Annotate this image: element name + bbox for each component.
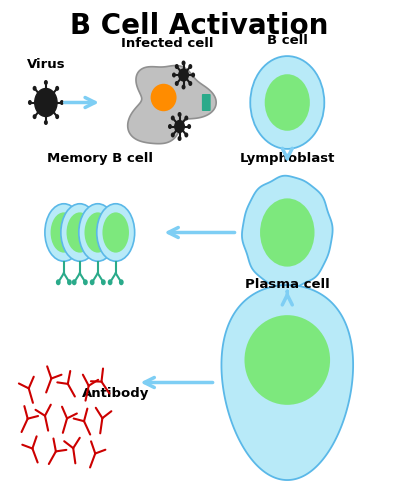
Circle shape bbox=[188, 64, 192, 69]
Ellipse shape bbox=[85, 212, 111, 252]
Circle shape bbox=[33, 114, 37, 119]
Circle shape bbox=[171, 132, 175, 138]
Text: Antibody: Antibody bbox=[82, 387, 149, 400]
Ellipse shape bbox=[97, 204, 135, 261]
Circle shape bbox=[178, 112, 182, 117]
Circle shape bbox=[56, 279, 61, 285]
Circle shape bbox=[44, 80, 48, 85]
Circle shape bbox=[44, 120, 48, 125]
Text: Memory B cell: Memory B cell bbox=[47, 152, 153, 165]
Polygon shape bbox=[221, 285, 353, 480]
Circle shape bbox=[33, 86, 37, 91]
Polygon shape bbox=[128, 66, 216, 144]
Ellipse shape bbox=[45, 204, 83, 261]
Circle shape bbox=[168, 124, 172, 129]
Circle shape bbox=[184, 116, 188, 120]
Ellipse shape bbox=[260, 198, 314, 266]
Circle shape bbox=[60, 100, 64, 105]
Circle shape bbox=[188, 81, 192, 86]
Text: Lymphoblast: Lymphoblast bbox=[239, 152, 335, 165]
Circle shape bbox=[187, 124, 191, 129]
Circle shape bbox=[28, 100, 32, 105]
Text: Infected cell: Infected cell bbox=[121, 37, 214, 50]
Ellipse shape bbox=[250, 56, 324, 149]
Circle shape bbox=[172, 72, 176, 78]
Ellipse shape bbox=[103, 212, 129, 252]
Circle shape bbox=[55, 86, 59, 91]
Circle shape bbox=[182, 84, 186, 89]
Circle shape bbox=[178, 136, 182, 141]
Text: Virus: Virus bbox=[27, 58, 65, 71]
Circle shape bbox=[55, 114, 59, 119]
Text: B Cell Activation: B Cell Activation bbox=[70, 12, 329, 40]
Ellipse shape bbox=[67, 212, 93, 252]
Circle shape bbox=[119, 279, 124, 285]
Ellipse shape bbox=[79, 204, 117, 261]
Polygon shape bbox=[242, 176, 333, 290]
Circle shape bbox=[101, 279, 106, 285]
Circle shape bbox=[90, 279, 95, 285]
Text: B cell: B cell bbox=[267, 34, 308, 46]
Ellipse shape bbox=[245, 315, 330, 405]
Circle shape bbox=[67, 279, 72, 285]
Ellipse shape bbox=[265, 74, 310, 131]
Circle shape bbox=[191, 72, 195, 78]
Circle shape bbox=[179, 69, 188, 81]
Circle shape bbox=[108, 279, 113, 285]
Circle shape bbox=[175, 64, 179, 69]
Circle shape bbox=[175, 81, 179, 86]
Circle shape bbox=[171, 116, 175, 120]
Text: Plasma cell: Plasma cell bbox=[245, 278, 330, 291]
Circle shape bbox=[175, 120, 184, 132]
Ellipse shape bbox=[151, 84, 176, 112]
FancyBboxPatch shape bbox=[202, 94, 211, 111]
Circle shape bbox=[182, 60, 186, 66]
Ellipse shape bbox=[51, 212, 77, 252]
Circle shape bbox=[72, 279, 77, 285]
Circle shape bbox=[35, 88, 57, 117]
Ellipse shape bbox=[61, 204, 99, 261]
Circle shape bbox=[184, 132, 188, 138]
Circle shape bbox=[83, 279, 88, 285]
